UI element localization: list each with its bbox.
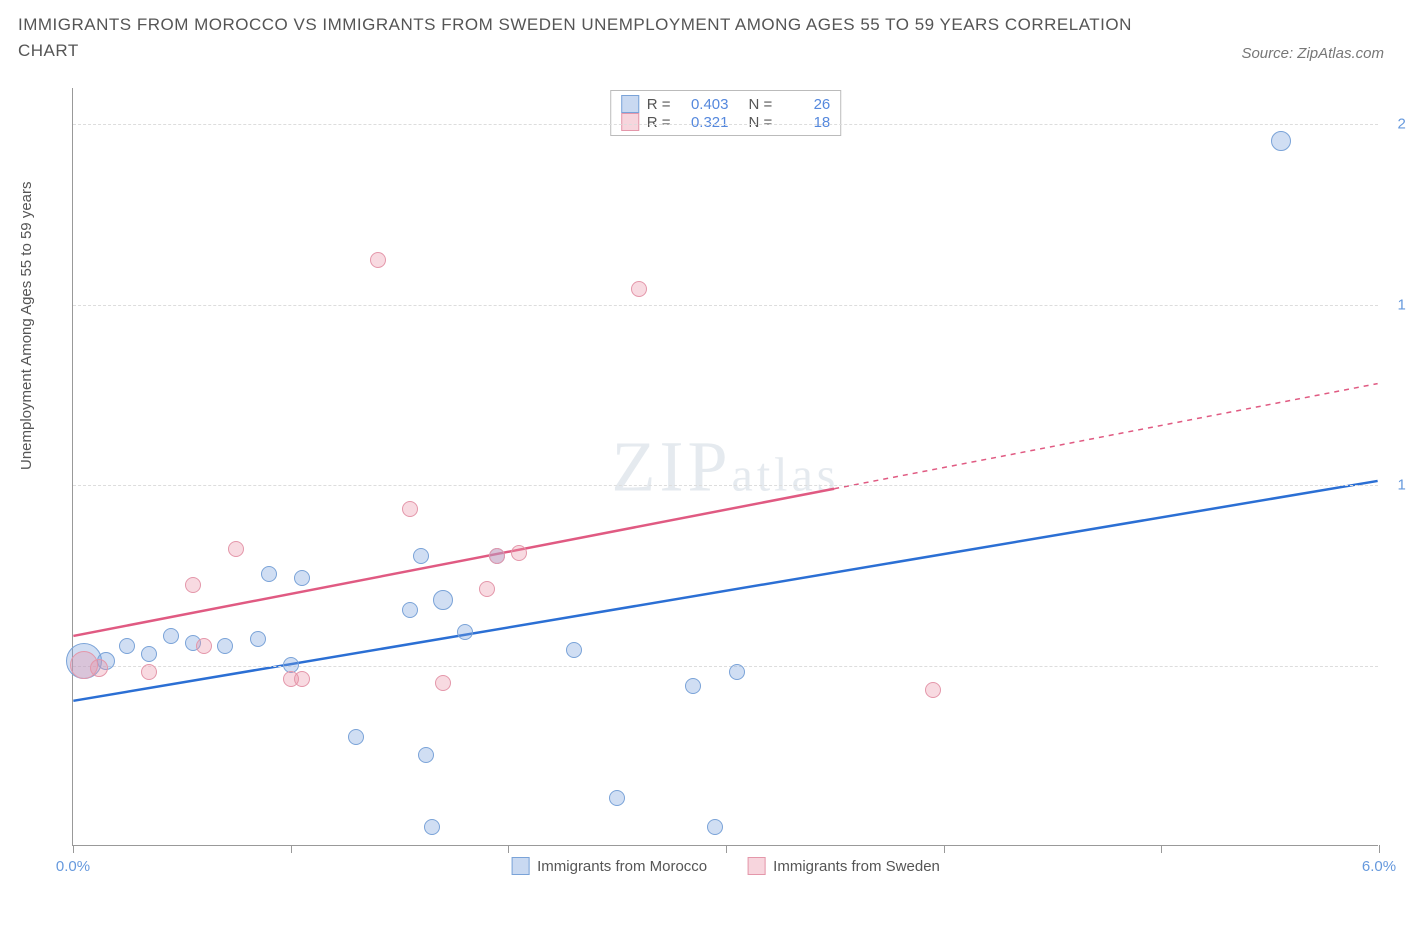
scatter-point: [228, 541, 244, 557]
scatter-point: [413, 548, 429, 564]
scatter-point: [418, 747, 434, 763]
scatter-point: [424, 819, 440, 835]
chart-title: IMMIGRANTS FROM MOROCCO VS IMMIGRANTS FR…: [18, 12, 1138, 63]
y-axis-label: Unemployment Among Ages 55 to 59 years: [18, 181, 35, 470]
x-tick: [1161, 845, 1162, 853]
legend-swatch: [747, 857, 765, 875]
x-tick: [1379, 845, 1380, 853]
x-tick-label: 6.0%: [1362, 858, 1396, 875]
legend-item: Immigrants from Sweden: [747, 857, 940, 875]
r-label: R =: [647, 96, 671, 113]
gridline: [73, 124, 1378, 125]
r-value: 0.403: [679, 96, 729, 113]
bottom-legend: Immigrants from Morocco Immigrants from S…: [511, 857, 940, 875]
x-tick: [73, 845, 74, 853]
n-label: N =: [749, 96, 773, 113]
scatter-point: [707, 819, 723, 835]
scatter-point: [217, 638, 233, 654]
gridline: [73, 305, 1378, 306]
scatter-point: [402, 602, 418, 618]
scatter-point: [402, 501, 418, 517]
scatter-point: [631, 281, 647, 297]
scatter-point: [196, 638, 212, 654]
scatter-point: [90, 659, 108, 677]
y-tick-label: 20.0%: [1397, 116, 1406, 133]
scatter-point: [566, 642, 582, 658]
legend-label: Immigrants from Morocco: [537, 858, 707, 875]
y-tick-label: 15.0%: [1397, 296, 1406, 313]
x-tick-label: 0.0%: [56, 858, 90, 875]
gridline: [73, 666, 1378, 667]
scatter-point: [1271, 131, 1291, 151]
legend-swatch: [511, 857, 529, 875]
n-value: 18: [780, 114, 830, 131]
x-tick: [944, 845, 945, 853]
scatter-point: [119, 638, 135, 654]
n-label: N =: [749, 114, 773, 131]
source-attribution: Source: ZipAtlas.com: [1241, 45, 1384, 62]
stats-legend-box: R = 0.403 N = 26 R = 0.321 N = 18: [610, 90, 842, 136]
legend-label: Immigrants from Sweden: [773, 858, 940, 875]
legend-swatch: [621, 113, 639, 131]
scatter-point: [261, 566, 277, 582]
scatter-point: [185, 577, 201, 593]
scatter-point: [609, 790, 625, 806]
r-value: 0.321: [679, 114, 729, 131]
scatter-point: [685, 678, 701, 694]
trend-lines: [73, 88, 1378, 845]
x-tick: [291, 845, 292, 853]
legend-item: Immigrants from Morocco: [511, 857, 707, 875]
scatter-point: [141, 646, 157, 662]
scatter-point: [729, 664, 745, 680]
scatter-point: [925, 682, 941, 698]
scatter-point: [433, 590, 453, 610]
scatter-point: [457, 624, 473, 640]
n-value: 26: [780, 96, 830, 113]
plot-area: ZIPatlas R =0.403N =26R =0.321N =18 Immi…: [72, 88, 1378, 846]
gridline: [73, 485, 1378, 486]
scatter-point: [348, 729, 364, 745]
scatter-point: [163, 628, 179, 644]
stats-row: R = 0.403 N = 26: [621, 95, 831, 113]
x-tick: [508, 845, 509, 853]
scatter-point: [250, 631, 266, 647]
scatter-point: [370, 252, 386, 268]
r-label: R =: [647, 114, 671, 131]
scatter-point: [141, 664, 157, 680]
stats-row: R = 0.321 N = 18: [621, 113, 831, 131]
scatter-point: [435, 675, 451, 691]
scatter-point: [294, 570, 310, 586]
legend-swatch: [621, 95, 639, 113]
scatter-point: [294, 671, 310, 687]
y-tick-label: 10.0%: [1397, 477, 1406, 494]
scatter-point: [479, 581, 495, 597]
scatter-point: [489, 548, 505, 564]
scatter-point: [511, 545, 527, 561]
x-tick: [726, 845, 727, 853]
